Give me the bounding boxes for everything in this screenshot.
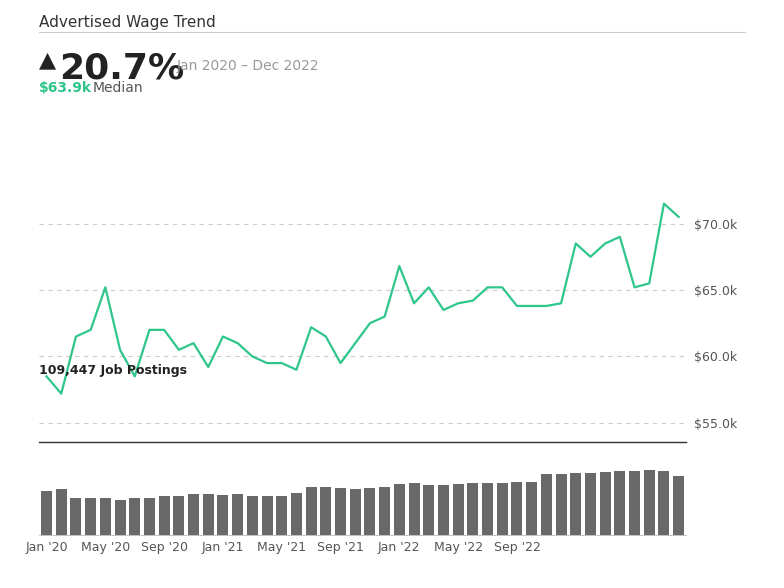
Bar [217, 495, 228, 535]
Bar [556, 474, 567, 535]
Bar [350, 489, 361, 535]
Bar [321, 487, 332, 535]
Bar [365, 487, 376, 535]
Bar [85, 498, 96, 535]
Text: Advertised Wage Trend: Advertised Wage Trend [39, 15, 216, 30]
Bar [129, 498, 140, 535]
Bar [438, 485, 449, 535]
Bar [423, 485, 434, 535]
Bar [600, 472, 611, 535]
Bar [615, 471, 626, 535]
Bar [114, 500, 125, 535]
Bar [497, 483, 508, 535]
Bar [659, 471, 670, 535]
Bar [482, 483, 493, 535]
Bar [262, 496, 273, 535]
Bar [203, 494, 214, 535]
Bar [56, 489, 67, 535]
Bar [247, 496, 258, 535]
Bar [629, 471, 640, 535]
Bar [144, 498, 155, 535]
Bar [232, 495, 243, 535]
Text: ▲: ▲ [39, 50, 56, 70]
Bar [158, 496, 169, 535]
Bar [276, 496, 287, 535]
Text: 109,447 Job Postings: 109,447 Job Postings [39, 365, 187, 377]
Bar [379, 487, 390, 535]
Bar [644, 470, 655, 535]
Bar [526, 482, 537, 535]
Bar [585, 473, 596, 535]
Bar [394, 485, 405, 535]
Bar [335, 487, 346, 535]
Bar [673, 476, 684, 535]
Bar [100, 498, 111, 535]
Text: Median: Median [93, 81, 143, 95]
Bar [511, 482, 522, 535]
Bar [173, 496, 184, 535]
Bar [452, 485, 463, 535]
Text: 20.7%: 20.7% [59, 51, 184, 85]
Text: $63.9k: $63.9k [39, 81, 93, 95]
Bar [188, 495, 199, 535]
Bar [41, 491, 52, 535]
Bar [71, 498, 82, 535]
Bar [291, 493, 302, 535]
Bar [541, 474, 552, 535]
Bar [570, 473, 581, 535]
Bar [408, 483, 419, 535]
Text: Jan 2020 – Dec 2022: Jan 2020 – Dec 2022 [176, 59, 319, 73]
Bar [467, 483, 478, 535]
Bar [306, 487, 317, 535]
